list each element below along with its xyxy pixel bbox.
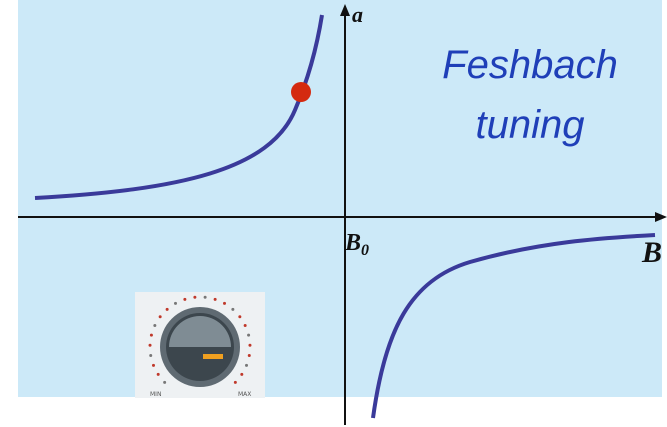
knob-dot [248, 344, 251, 347]
knob-pointer [203, 354, 223, 359]
knob-dot [159, 315, 162, 318]
knob-dot [247, 334, 250, 337]
knob-dot [245, 364, 248, 367]
current-point [291, 82, 311, 102]
knob-dot [166, 308, 169, 311]
knob-dot [238, 315, 241, 318]
knob-dot [174, 302, 177, 305]
knob-dot [153, 324, 156, 327]
knob-dot [223, 302, 226, 305]
origin-letter: B [344, 230, 361, 256]
title-line1: Feshbach [442, 43, 618, 87]
y-label: a [352, 2, 363, 27]
knob-dot [234, 381, 237, 384]
knob-dot [150, 334, 153, 337]
knob-dot [244, 324, 247, 327]
knob-dot [149, 354, 152, 357]
knob-dot [193, 296, 196, 299]
knob-dot [149, 344, 152, 347]
knob-dot [157, 373, 160, 376]
knob-dot [152, 364, 155, 367]
knob-dot [231, 308, 234, 311]
knob: MIN MAX [135, 292, 265, 398]
origin-subscript: 0 [361, 242, 369, 259]
diagram: a B0 B Feshbach tuning MIN MAX [0, 0, 667, 427]
knob-dot [214, 298, 217, 301]
knob-dot [240, 373, 243, 376]
knob-dot [248, 354, 251, 357]
x-label: B [641, 236, 662, 269]
knob-max: MAX [238, 391, 251, 398]
knob-dot [183, 298, 186, 301]
knob-dot [163, 381, 166, 384]
knob-dot [204, 296, 207, 299]
title-line2: tuning [476, 103, 585, 147]
knob-min: MIN [150, 391, 161, 398]
